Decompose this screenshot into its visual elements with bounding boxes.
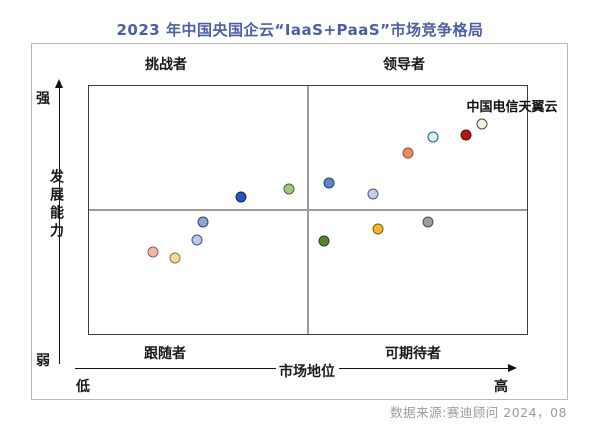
- x-axis-high-label: 高: [494, 379, 508, 395]
- x-axis-title: 市场地位: [279, 364, 335, 380]
- quadrant-label-expected: 可期待者: [385, 346, 441, 362]
- data-point: [197, 216, 209, 228]
- point-label-china-telecom: 中国电信天翼云: [466, 100, 558, 115]
- data-point: [169, 252, 181, 264]
- quadrant-divider-horizontal: [89, 209, 527, 211]
- x-axis-line-left: [75, 368, 276, 369]
- data-point: [191, 234, 203, 246]
- y-axis-title: 发展能力: [48, 169, 64, 241]
- y-axis-line: [59, 87, 60, 364]
- data-point: [460, 129, 472, 141]
- quadrant-label-leaders: 领导者: [383, 57, 425, 73]
- data-point: [318, 235, 330, 247]
- x-axis-arrow-icon: [508, 364, 517, 372]
- plot-area: [88, 85, 528, 335]
- quadrant-label-challengers: 挑战者: [145, 57, 187, 73]
- y-axis-high-label: 强: [36, 91, 50, 107]
- quadrant-label-followers: 跟随者: [144, 346, 186, 362]
- data-point: [372, 223, 384, 235]
- y-axis-low-label: 弱: [36, 353, 50, 369]
- data-source-caption: 数据来源:赛迪顾问 2024，08: [390, 405, 567, 420]
- x-axis-low-label: 低: [76, 379, 90, 395]
- data-point: [367, 188, 379, 200]
- data-point: [427, 131, 439, 143]
- y-axis-arrow-icon: [55, 79, 63, 88]
- data-point: [323, 177, 335, 189]
- data-point: [235, 191, 247, 203]
- data-point: [476, 118, 488, 130]
- data-point: [283, 183, 295, 195]
- data-point: [422, 216, 434, 228]
- x-axis-line-right: [339, 368, 509, 369]
- data-point: [402, 147, 414, 159]
- chart-title: 2023 年中国央国企云“IaaS+PaaS”市场竞争格局: [116, 21, 484, 39]
- data-point: [147, 246, 159, 258]
